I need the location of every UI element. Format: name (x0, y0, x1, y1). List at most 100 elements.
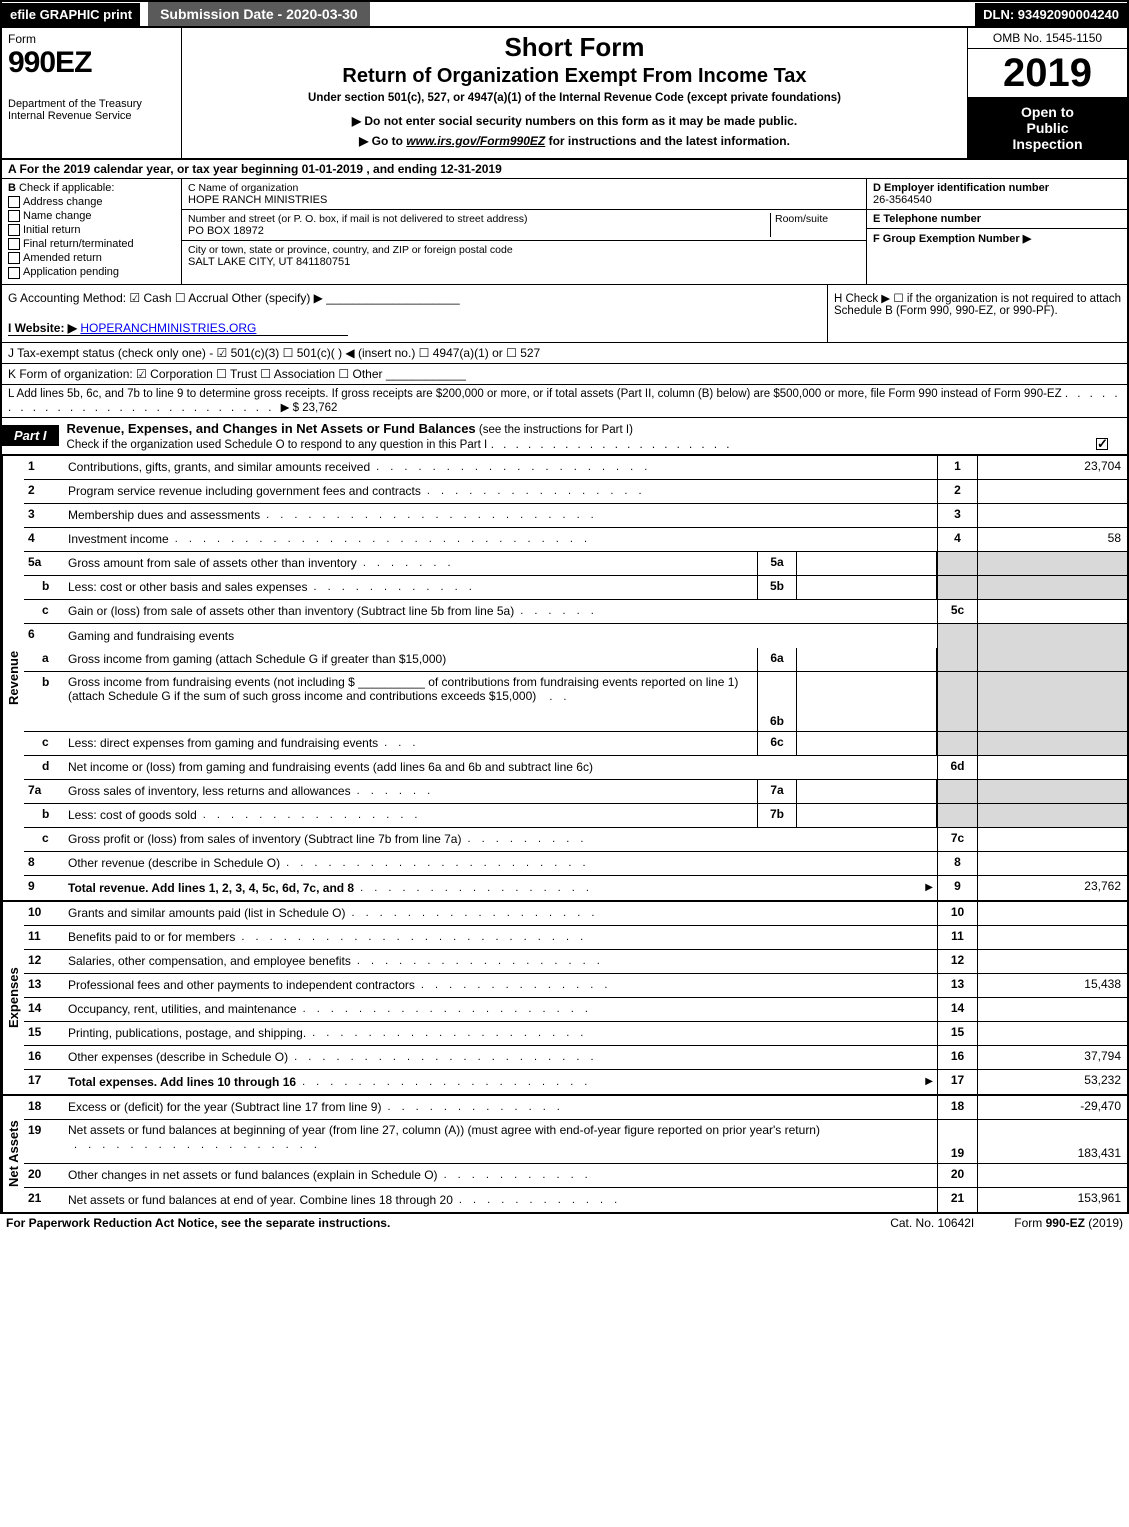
c-name-cell: C Name of organization HOPE RANCH MINIST… (182, 179, 866, 210)
l19-num: 19 (24, 1120, 64, 1163)
form-number: 990EZ (8, 46, 175, 80)
l7b-rv (977, 804, 1127, 827)
row-l-text: L Add lines 5b, 6c, and 7b to line 9 to … (8, 388, 1062, 400)
l6a-rn (937, 648, 977, 671)
l10-rv (977, 902, 1127, 925)
l7c-rv (977, 828, 1127, 851)
l6a-rv (977, 648, 1127, 671)
l6c-num: c (24, 732, 64, 755)
open-to-public-inspection: Open to Public Inspection (968, 98, 1127, 158)
c-street-label: Number and street (or P. O. box, if mail… (188, 213, 770, 225)
opt-name-change[interactable]: Name change (8, 210, 175, 222)
line-5c: c Gain or (loss) from sale of assets oth… (24, 600, 1127, 624)
line-8: 8 Other revenue (describe in Schedule O)… (24, 852, 1127, 876)
f-group-label: F Group Exemption Number ▶ (873, 232, 1121, 245)
opt-amended-return[interactable]: Amended return (8, 252, 175, 264)
l12-rv (977, 950, 1127, 973)
part1-header: Part I Revenue, Expenses, and Changes in… (0, 417, 1129, 456)
short-form-title: Short Form (190, 32, 959, 63)
l7b-mv (797, 804, 937, 827)
l3-desc: Membership dues and assessments (68, 508, 260, 522)
line-5b: b Less: cost or other basis and sales ex… (24, 576, 1127, 600)
opt-application-pending[interactable]: Application pending (8, 266, 175, 278)
line-7b: b Less: cost of goods sold. . . . . . . … (24, 804, 1127, 828)
l20-rv (977, 1164, 1127, 1187)
b-label: B (8, 182, 16, 194)
expenses-side-label: Expenses (2, 902, 24, 1094)
line-13: 13 Professional fees and other payments … (24, 974, 1127, 998)
revenue-side-label: Revenue (2, 456, 24, 900)
line-9: 9 Total revenue. Add lines 1, 2, 3, 4, 5… (24, 876, 1127, 900)
l5b-mv (797, 576, 937, 599)
opt-initial-return[interactable]: Initial return (8, 224, 175, 236)
tax-year: 2019 (968, 49, 1127, 98)
l8-rn: 8 (937, 852, 977, 875)
revenue-table: Revenue 1 Contributions, gifts, grants, … (0, 456, 1129, 902)
column-def: D Employer identification number 26-3564… (867, 179, 1127, 284)
line-10: 10 Grants and similar amounts paid (list… (24, 902, 1127, 926)
l6-num: 6 (24, 624, 64, 648)
l19-desc: Net assets or fund balances at beginning… (68, 1123, 820, 1137)
org-street: PO BOX 18972 (188, 225, 770, 237)
l12-num: 12 (24, 950, 64, 973)
l13-rv: 15,438 (977, 974, 1127, 997)
l5a-rn (937, 552, 977, 575)
org-name: HOPE RANCH MINISTRIES (188, 194, 860, 206)
org-city: SALT LAKE CITY, UT 841180751 (188, 256, 860, 268)
arrow-icon: ▶ (925, 1076, 933, 1087)
goto-post: for instructions and the latest informat… (545, 134, 790, 148)
opt-final-return[interactable]: Final return/terminated (8, 238, 175, 250)
line-6a: a Gross income from gaming (attach Sched… (24, 648, 1127, 672)
line-20: 20 Other changes in net assets or fund b… (24, 1164, 1127, 1188)
l3-rn: 3 (937, 504, 977, 527)
l18-rv: -29,470 (977, 1096, 1127, 1119)
row-l-amount: ▶ $ 23,762 (281, 402, 338, 414)
inspection-l3: Inspection (972, 136, 1123, 152)
l6-rv (977, 624, 1127, 648)
header-center: Short Form Return of Organization Exempt… (182, 28, 967, 158)
l7a-desc: Gross sales of inventory, less returns a… (68, 784, 351, 798)
efile-print-button[interactable]: efile GRAPHIC print (2, 3, 140, 26)
e-phone-label: E Telephone number (873, 213, 1121, 225)
part1-tag: Part I (2, 425, 59, 446)
l6b-mb: 6b (757, 672, 797, 731)
l15-rv (977, 1022, 1127, 1045)
opt-address-change[interactable]: Address change (8, 196, 175, 208)
l5b-rn (937, 576, 977, 599)
instructions-link[interactable]: www.irs.gov/Form990EZ (406, 134, 545, 148)
line-6c: c Less: direct expenses from gaming and … (24, 732, 1127, 756)
l6-desc: Gaming and fundraising events (68, 629, 234, 643)
l11-desc: Benefits paid to or for members (68, 930, 235, 944)
dln-label: DLN: 93492090004240 (975, 3, 1127, 26)
l7c-rn: 7c (937, 828, 977, 851)
l1-num: 1 (24, 456, 64, 479)
header-left: Form 990EZ Department of the Treasury In… (2, 28, 182, 158)
l7a-rn (937, 780, 977, 803)
website-link[interactable]: HOPERANCHMINISTRIES.ORG (80, 321, 256, 335)
d-ein-label: D Employer identification number (873, 182, 1121, 194)
l8-num: 8 (24, 852, 64, 875)
line-19: 19 Net assets or fund balances at beginn… (24, 1120, 1127, 1164)
l6b-num: b (24, 672, 64, 731)
column-c: C Name of organization HOPE RANCH MINIST… (182, 179, 867, 284)
part1-title-paren: (see the instructions for Part I) (476, 424, 633, 436)
l9-rn: 9 (937, 876, 977, 900)
l15-desc: Printing, publications, postage, and shi… (68, 1026, 306, 1040)
l13-num: 13 (24, 974, 64, 997)
room-suite-label: Room/suite (775, 213, 860, 225)
l4-desc: Investment income (68, 532, 169, 546)
row-k-form-org: K Form of organization: ☑ Corporation ☐ … (0, 364, 1129, 385)
l11-rn: 11 (937, 926, 977, 949)
l6c-mv (797, 732, 937, 755)
l20-num: 20 (24, 1164, 64, 1187)
l7c-num: c (24, 828, 64, 851)
part1-checkbox[interactable] (1096, 436, 1111, 451)
arrow-icon: ▶ (925, 882, 933, 893)
l7b-mb: 7b (757, 804, 797, 827)
l19-rn: 19 (937, 1120, 977, 1163)
l13-rn: 13 (937, 974, 977, 997)
opt-initial-return-label: Initial return (23, 224, 80, 236)
l4-rv: 58 (977, 528, 1127, 551)
line-14: 14 Occupancy, rent, utilities, and maint… (24, 998, 1127, 1022)
l5c-num: c (24, 600, 64, 623)
